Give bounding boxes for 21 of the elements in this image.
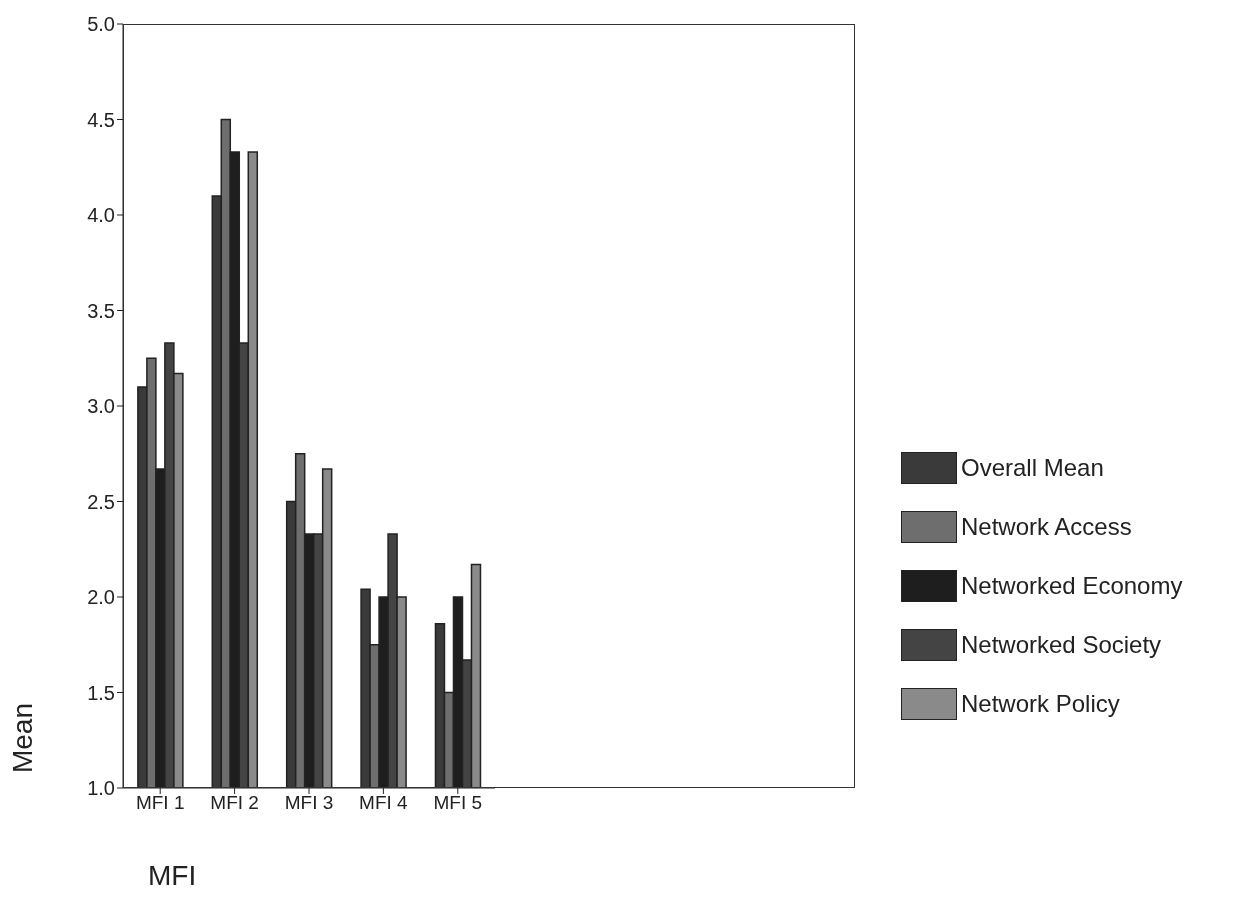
y-tick-label: 4.5 (87, 108, 115, 131)
x-tick-label: MFI 1 (135, 792, 185, 814)
y-tick-label: 1.0 (87, 777, 115, 800)
x-axis-title: MFI (148, 860, 197, 892)
x-tick-label: MFI 4 (359, 792, 409, 814)
y-axis-title: Mean (7, 702, 39, 774)
legend-label: Overall Mean (961, 453, 1104, 482)
y-tick-label: 1.5 (87, 681, 115, 704)
legend-label: Network Access (961, 512, 1132, 541)
y-tick-label: 3.5 (87, 299, 115, 322)
legend-label: Network Policy (961, 689, 1120, 718)
y-tick-label: 4.0 (87, 204, 115, 227)
x-tick-label: MFI 5 (433, 792, 483, 814)
y-tick-label: 2.5 (87, 490, 115, 513)
legend-label: Networked Economy (961, 571, 1183, 600)
x-tick-label: MFI 2 (210, 792, 259, 814)
y-tick-label: 5.0 (87, 13, 115, 36)
x-tick-label: MFI 3 (284, 792, 334, 814)
legend-label: Networked Society (961, 630, 1162, 659)
y-tick-label: 2.0 (87, 586, 115, 609)
y-tick-label: 3.0 (87, 395, 115, 418)
